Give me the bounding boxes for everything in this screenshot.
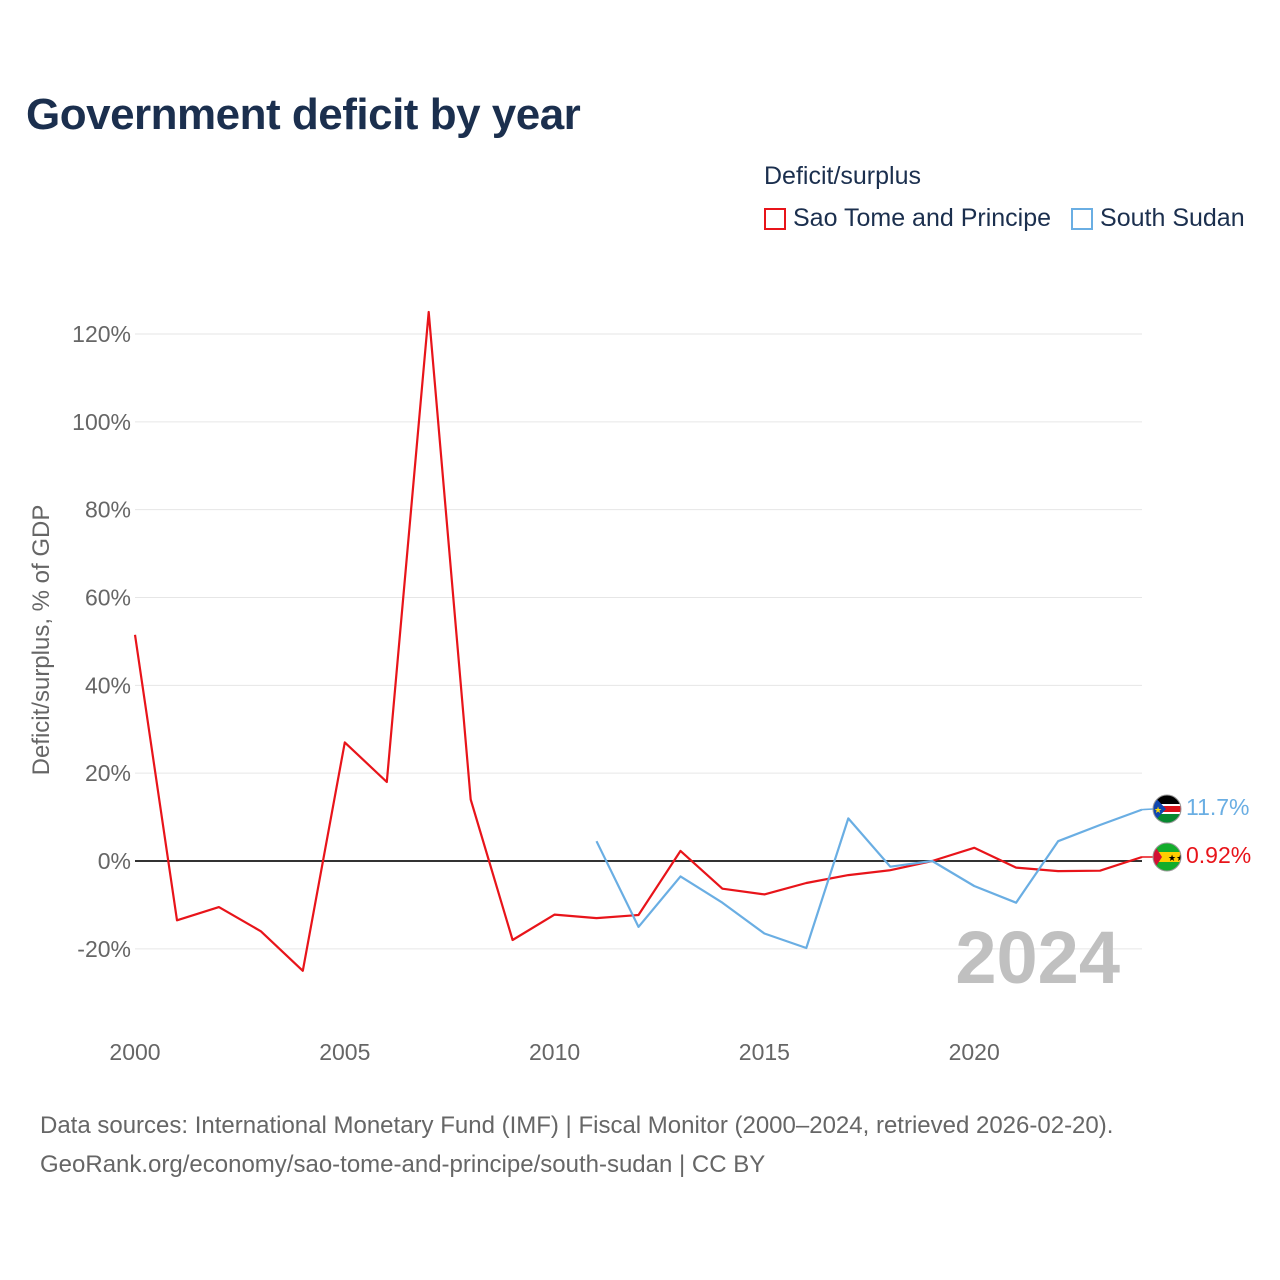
end-connector	[1141, 808, 1154, 811]
series-lines	[133, 310, 1154, 972]
y-tick-label: 120%	[72, 321, 131, 347]
chart-title: Government deficit by year	[26, 90, 581, 139]
y-tick-label: 80%	[85, 497, 131, 523]
x-tick-label: 2010	[529, 1039, 580, 1065]
legend: Sao Tome and Principe South Sudan	[764, 204, 1245, 233]
sao-tome-and-principe-flag-icon: ★★	[1153, 843, 1184, 871]
series-line-south-sudan	[595, 808, 1143, 950]
end-label-south-sudan: 11.7%	[1186, 794, 1250, 820]
y-tick-label: 40%	[85, 672, 131, 698]
source-line-1: Data sources: International Monetary Fun…	[40, 1112, 1114, 1139]
y-tick-label: 100%	[72, 409, 131, 435]
legend-item-south-sudan[interactable]: South Sudan	[1071, 204, 1245, 233]
data-source-note: Data sources: International Monetary Fun…	[40, 1106, 1113, 1184]
x-tick-label: 2020	[949, 1039, 1000, 1065]
end-label-sao-tome: 0.92%	[1186, 842, 1251, 868]
y-tick-label: -20%	[77, 936, 131, 962]
series-line-sao-tome	[133, 310, 1143, 972]
x-tick-label: 2015	[739, 1039, 790, 1065]
grid-lines	[135, 333, 1142, 950]
south-sudan-flag-icon: ★	[1153, 795, 1181, 823]
x-tick-label: 2000	[109, 1039, 160, 1065]
y-ticks: -20% 0% 20% 40% 60% 80% 100% 120%	[72, 321, 131, 962]
legend-title: Deficit/surplus	[764, 162, 921, 190]
year-watermark: 2024	[955, 916, 1120, 999]
svg-text:★★: ★★	[1168, 854, 1184, 864]
legend-swatch-sao-tome	[764, 207, 786, 230]
legend-item-sao-tome[interactable]: Sao Tome and Principe	[764, 204, 1051, 233]
legend-label-south-sudan: South Sudan	[1100, 204, 1245, 232]
y-tick-label: 0%	[98, 848, 131, 874]
source-line-2[interactable]: GeoRank.org/economy/sao-tome-and-princip…	[40, 1151, 766, 1178]
x-tick-label: 2005	[319, 1039, 370, 1065]
x-ticks: 2000 2005 2010 2015 2020	[109, 1039, 999, 1065]
svg-text:★: ★	[1154, 806, 1162, 816]
y-tick-label: 60%	[85, 585, 131, 611]
legend-label-sao-tome: Sao Tome and Principe	[793, 204, 1052, 232]
y-tick-label: 20%	[85, 760, 131, 786]
legend-swatch-south-sudan	[1071, 207, 1094, 230]
